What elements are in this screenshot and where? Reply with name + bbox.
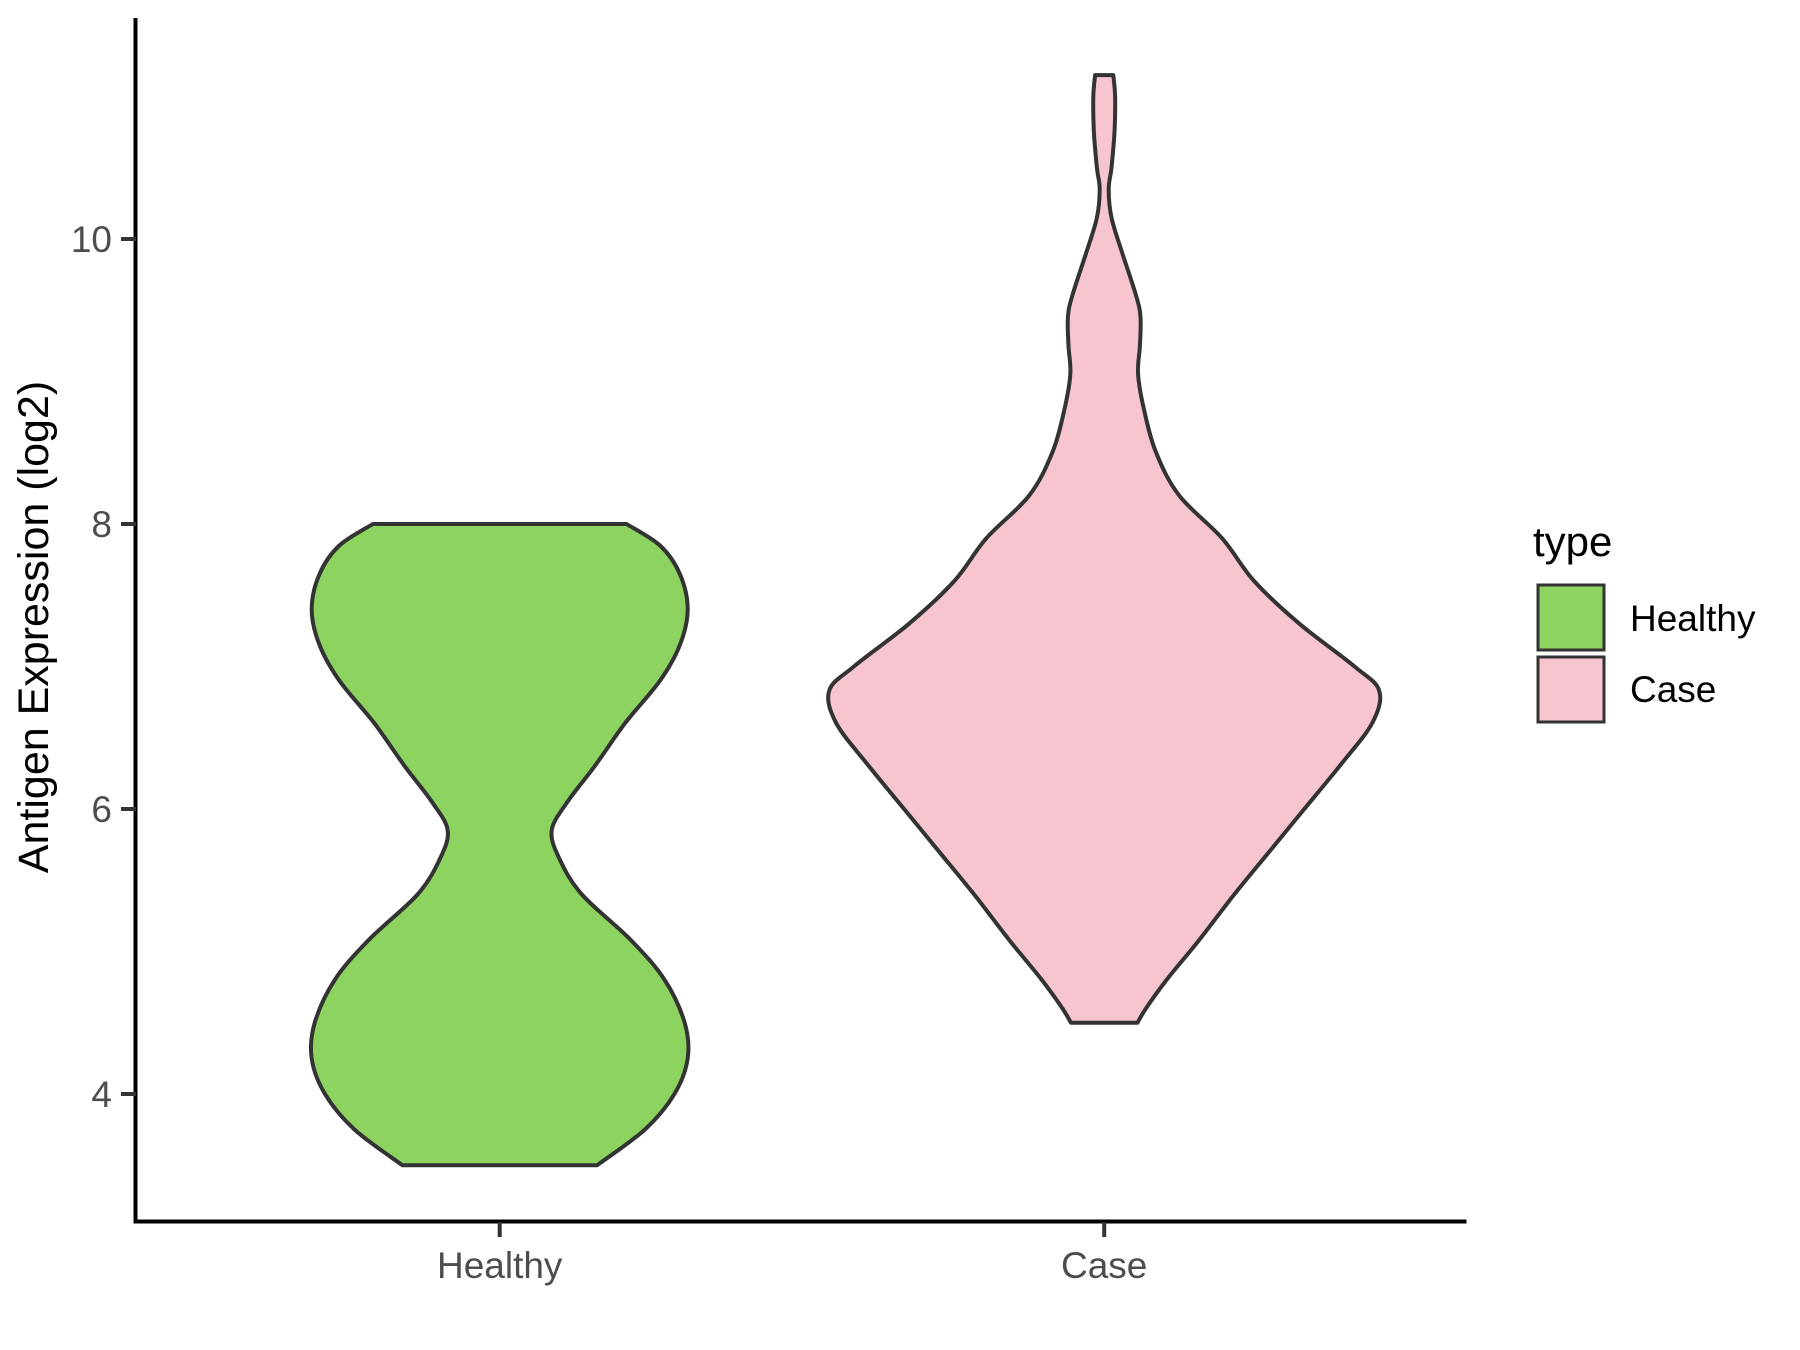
x-tick-label-case: Case	[1061, 1245, 1147, 1286]
legend-title: type	[1533, 518, 1612, 565]
y-tick-label-10: 10	[71, 219, 112, 260]
y-axis-title: Antigen Expression (log2)	[10, 381, 58, 873]
x-tick-label-healthy: Healthy	[437, 1245, 563, 1286]
legend: type Healthy Case	[1533, 518, 1756, 724]
y-tick-label-8: 8	[91, 504, 112, 545]
violins	[308, 73, 1383, 1168]
y-tick-label-4: 4	[91, 1074, 112, 1115]
legend-label-healthy: Healthy	[1630, 598, 1756, 639]
x-axis: Healthy Case	[133, 1219, 1467, 1286]
violin-healthy	[308, 522, 691, 1168]
legend-label-case: Case	[1630, 669, 1716, 710]
y-axis: 10 8 6 4 Antigen Expression (log2)	[10, 18, 138, 1224]
legend-key-case	[1536, 655, 1606, 724]
legend-key-healthy	[1536, 583, 1606, 652]
y-tick-label-6: 6	[91, 789, 112, 830]
violin-case	[826, 73, 1383, 1025]
